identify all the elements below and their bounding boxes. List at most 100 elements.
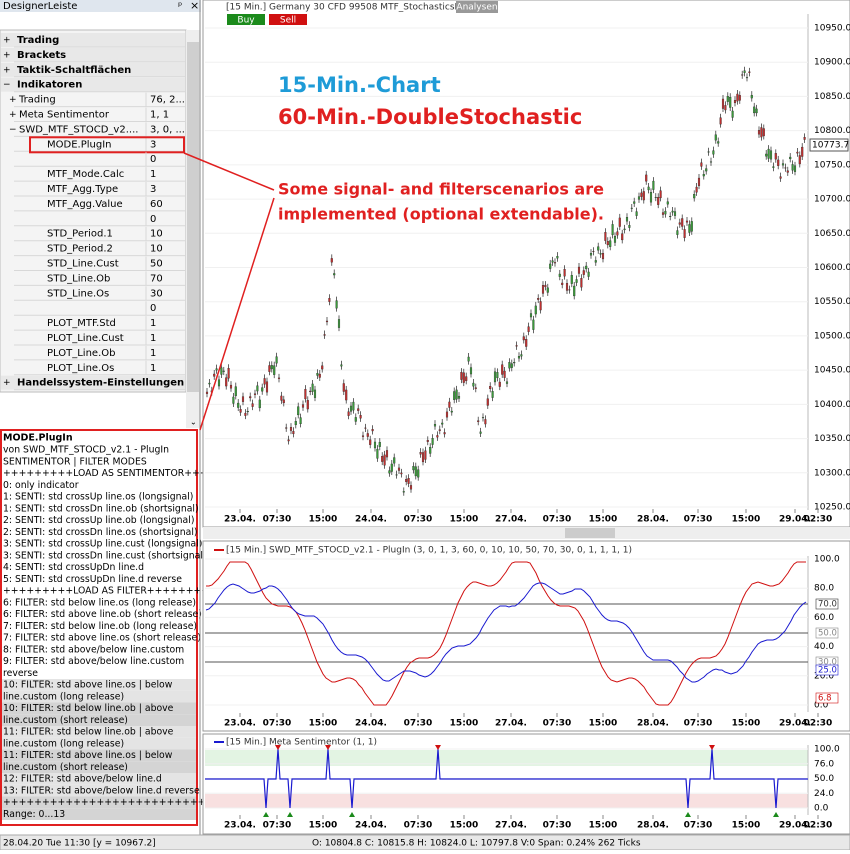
row-name[interactable]: Taktik-Schaltflächen bbox=[17, 65, 131, 76]
candle bbox=[669, 216, 672, 217]
buy-label[interactable]: Buy bbox=[237, 16, 255, 26]
candle bbox=[597, 246, 600, 251]
row-name[interactable]: MTF_Agg.Type bbox=[47, 184, 118, 195]
description-line: 1: SENTI: std crossUp line.os (longsigna… bbox=[3, 492, 193, 503]
value-tag-label: 6.8 bbox=[818, 694, 832, 704]
row-name[interactable]: PLOT_MTF.Std bbox=[47, 318, 116, 329]
row-value[interactable]: 1 bbox=[150, 318, 156, 329]
sell-label[interactable]: Sell bbox=[280, 16, 296, 26]
candle bbox=[774, 153, 777, 160]
toggle[interactable]: + bbox=[3, 36, 11, 46]
y-tick-label: 10250.0 bbox=[814, 503, 850, 513]
panel-header: [15 Min.] Meta Sentimentor (1, 1) bbox=[226, 738, 377, 748]
candle bbox=[205, 391, 209, 394]
price-tag bbox=[809, 138, 849, 152]
candle bbox=[549, 263, 552, 269]
analysen-tab[interactable] bbox=[456, 1, 498, 13]
candle bbox=[532, 319, 535, 330]
row-value[interactable]: 1 bbox=[150, 333, 156, 344]
row-value[interactable]: 3 bbox=[150, 139, 156, 150]
candle bbox=[676, 230, 679, 235]
scroll-arrow[interactable]: ⌄ bbox=[190, 418, 197, 427]
candle bbox=[366, 433, 369, 437]
row-value[interactable]: 1, 1 bbox=[150, 110, 169, 121]
row-value[interactable]: 76, 2... bbox=[150, 95, 185, 106]
signal-marker bbox=[263, 812, 269, 817]
h-scrollbar[interactable] bbox=[203, 527, 850, 539]
shade bbox=[2, 737, 196, 750]
toggle[interactable]: + bbox=[9, 110, 17, 120]
row-name[interactable]: PLOT_Line.Cust bbox=[47, 333, 124, 344]
row-value[interactable]: 1 bbox=[150, 169, 156, 180]
description-line: +++++++++++++++++++++++++++++++++++ bbox=[3, 797, 276, 808]
row-value[interactable]: 1 bbox=[150, 348, 156, 359]
y-tick-label: 10350.0 bbox=[814, 434, 850, 444]
row-value[interactable]: 0 bbox=[150, 303, 156, 314]
candle bbox=[388, 470, 391, 474]
toggle[interactable]: + bbox=[3, 65, 11, 75]
row-name[interactable]: STD_Period.2 bbox=[47, 244, 113, 255]
candle bbox=[294, 421, 297, 426]
candle bbox=[306, 400, 309, 410]
toggle[interactable]: + bbox=[3, 50, 11, 60]
row-name[interactable]: PLOT_Line.Os bbox=[47, 363, 114, 374]
toggle[interactable]: + bbox=[9, 95, 17, 105]
row-name[interactable]: Brackets bbox=[17, 50, 66, 61]
candle bbox=[462, 372, 465, 383]
toggle[interactable]: − bbox=[9, 125, 17, 135]
description-line: reverse bbox=[3, 668, 38, 679]
row-name[interactable]: PLOT_Line.Ob bbox=[47, 348, 115, 359]
x-tick-label: 07:30 bbox=[263, 821, 292, 831]
row-name[interactable]: STD_Line.Cust bbox=[47, 259, 119, 270]
row-name[interactable]: MTF_Mode.Calc bbox=[47, 169, 124, 180]
candle bbox=[256, 385, 259, 392]
scroll-thumb[interactable] bbox=[187, 42, 199, 392]
row-value[interactable]: 10 bbox=[150, 244, 163, 255]
row-name[interactable]: Indikatoren bbox=[17, 80, 82, 91]
close-button[interactable]: × bbox=[190, 0, 199, 12]
row-name[interactable]: Meta Sentimentor bbox=[19, 110, 110, 121]
candle bbox=[616, 231, 619, 236]
buy-button[interactable] bbox=[227, 14, 265, 25]
candle bbox=[705, 168, 708, 172]
row-name[interactable]: Handelssystem-Einstellungen bbox=[17, 378, 184, 389]
row-name[interactable]: MODE.PlugIn bbox=[47, 139, 111, 150]
row-value[interactable]: 70 bbox=[150, 273, 163, 284]
row-name[interactable]: STD_Period.1 bbox=[47, 229, 113, 240]
y-tick-label: 10550.0 bbox=[814, 297, 850, 307]
toggle[interactable]: + bbox=[3, 378, 11, 388]
row-name[interactable]: STD_Line.Ob bbox=[47, 273, 110, 284]
pin-button[interactable]: ᵖ bbox=[178, 1, 182, 12]
shade bbox=[2, 808, 196, 820]
description-line: line.custom (short release) bbox=[3, 762, 128, 773]
candle bbox=[695, 186, 698, 193]
candle bbox=[556, 256, 559, 259]
analysen-label[interactable]: Analysen bbox=[456, 3, 497, 13]
row-name[interactable]: STD_Line.Os bbox=[47, 288, 109, 299]
y-tick-label: 20.0 bbox=[814, 671, 834, 681]
h-scroll-thumb[interactable] bbox=[565, 528, 615, 538]
row-name[interactable]: MTF_Agg.Value bbox=[47, 199, 123, 210]
sell-button[interactable] bbox=[269, 14, 307, 25]
candle bbox=[666, 201, 669, 205]
candle bbox=[709, 161, 713, 163]
row-name[interactable]: Trading bbox=[18, 95, 56, 106]
description-line: +++++++++LOAD AS SENTIMENTOR+++++ bbox=[3, 468, 223, 479]
row-value[interactable]: 50 bbox=[150, 259, 163, 270]
candle bbox=[681, 218, 684, 227]
candle bbox=[325, 320, 329, 323]
row-value[interactable]: 60 bbox=[150, 199, 163, 210]
row-value[interactable]: 0 bbox=[150, 154, 156, 165]
row-value[interactable]: 3 bbox=[150, 184, 156, 195]
row-value[interactable]: 0 bbox=[150, 214, 156, 225]
row-value[interactable]: 3, 0, ... bbox=[150, 124, 185, 135]
row-name[interactable]: Trading bbox=[17, 35, 59, 46]
row-name[interactable]: SWD_MTF_STOCD_v2.... bbox=[19, 124, 138, 135]
toggle[interactable]: − bbox=[3, 80, 11, 90]
row-value[interactable]: 30 bbox=[150, 288, 163, 299]
candle bbox=[421, 452, 425, 463]
row-value[interactable]: 10 bbox=[150, 229, 163, 240]
x-tick-label: 02:30 bbox=[804, 719, 833, 729]
row-value[interactable]: 1 bbox=[150, 363, 156, 374]
